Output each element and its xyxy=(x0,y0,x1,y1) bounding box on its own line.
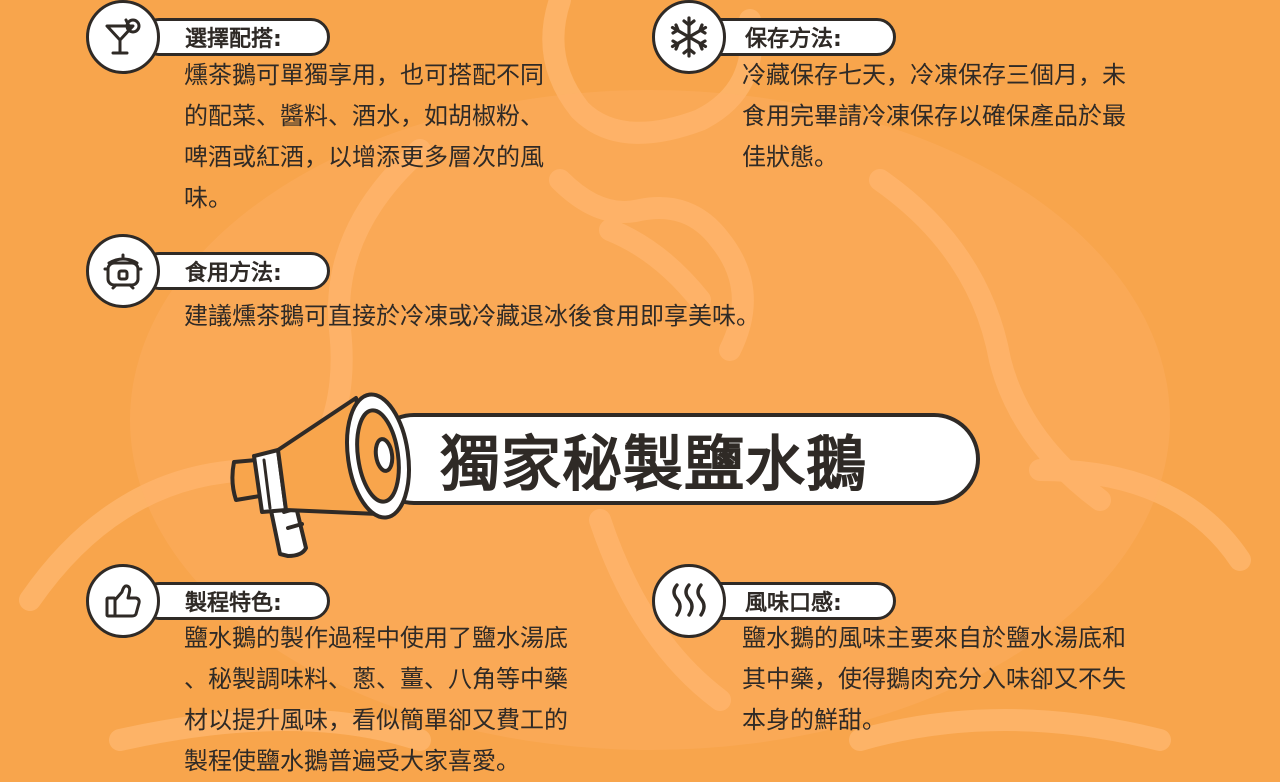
section-storage-tag: 保存方法: xyxy=(700,18,896,56)
section-flavor-title: 風味口感: xyxy=(745,591,842,616)
section-pairing-title: 選擇配搭: xyxy=(185,27,282,52)
text-line: 食用完畢請冷凍保存以確保產品於最 xyxy=(742,102,1126,130)
text-line: 建議燻茶鵝可直接於冷凍或冷藏退冰後食用即享美味。 xyxy=(184,302,760,330)
section-pairing-text: 燻茶鵝可單獨享用，也可搭配不同 的配菜、醬料、酒水，如胡椒粉、 啤酒或紅酒，以增… xyxy=(184,55,624,219)
text-line: 的配菜、醬料、酒水，如胡椒粉、 xyxy=(184,102,544,130)
section-process-icon-badge xyxy=(86,564,160,638)
section-process-text: 鹽水鵝的製作過程中使用了鹽水湯底 、秘製調味料、蔥、薑、八角等中藥 材以提升風味… xyxy=(184,618,624,782)
section-usage-title: 食用方法: xyxy=(185,261,282,286)
section-usage-icon-badge xyxy=(86,234,160,308)
section-storage-text: 冷藏保存七天，冷凍保存三個月，未 食用完畢請冷凍保存以確保產品於最 佳狀態。 xyxy=(742,55,1182,178)
rice-cooker-icon xyxy=(103,253,143,290)
section-storage-title: 保存方法: xyxy=(745,27,842,52)
snowflake-icon xyxy=(670,16,708,58)
section-process-tag: 製程特色: xyxy=(140,582,330,620)
section-storage-icon-badge xyxy=(652,0,726,74)
text-line: 、秘製調味料、蔥、薑、八角等中藥 xyxy=(184,665,568,693)
banner-title-pill: 獨家秘製鹽水鵝 xyxy=(368,413,980,505)
text-line: 材以提升風味，看似簡單卻又費工的 xyxy=(184,706,568,734)
text-line: 冷藏保存七天，冷凍保存三個月，未 xyxy=(742,61,1126,89)
text-line: 啤酒或紅酒，以增添更多層次的風 xyxy=(184,143,544,171)
section-pairing-icon-badge xyxy=(86,0,160,74)
section-flavor-text: 鹽水鵝的風味主要來自於鹽水湯底和 其中藥，使得鵝肉充分入味卻又不失 本身的鮮甜。 xyxy=(742,618,1182,741)
section-flavor-icon-badge xyxy=(652,564,726,638)
thumbs-up-icon xyxy=(105,584,141,618)
banner-title: 獨家秘製鹽水鵝 xyxy=(440,429,867,500)
text-line: 其中藥，使得鵝肉充分入味卻又不失 xyxy=(742,665,1126,693)
section-process-title: 製程特色: xyxy=(185,591,282,616)
steam-icon xyxy=(672,583,706,617)
section-flavor-tag: 風味口感: xyxy=(700,582,896,620)
cocktail-icon xyxy=(105,18,141,55)
text-line: 燻茶鵝可單獨享用，也可搭配不同 xyxy=(184,61,544,89)
section-usage-tag: 食用方法: xyxy=(140,252,330,290)
text-line: 佳狀態。 xyxy=(742,143,838,171)
section-pairing-tag: 選擇配搭: xyxy=(140,18,330,56)
megaphone-icon xyxy=(230,392,411,558)
text-line: 本身的鮮甜。 xyxy=(742,706,886,734)
text-line: 鹽水鵝的風味主要來自於鹽水湯底和 xyxy=(742,624,1126,652)
text-line: 製程使鹽水鵝普遍受大家喜愛。 xyxy=(184,747,520,775)
section-usage-text: 建議燻茶鵝可直接於冷凍或冷藏退冰後食用即享美味。 xyxy=(184,296,864,337)
text-line: 味。 xyxy=(184,184,232,212)
text-line: 鹽水鵝的製作過程中使用了鹽水湯底 xyxy=(184,624,568,652)
